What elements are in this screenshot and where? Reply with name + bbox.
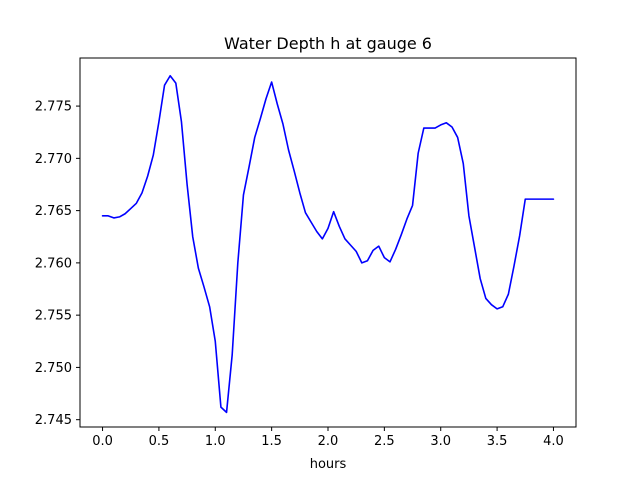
y-tick-label: 2.775 xyxy=(35,100,72,115)
y-axis-ticks: 2.745 2.750 2.755 2.760 2.765 2.770 2.775 xyxy=(35,100,80,428)
x-tick-label: 0.5 xyxy=(149,434,170,449)
y-tick-label: 2.760 xyxy=(35,256,72,271)
x-tick-label: 4.0 xyxy=(543,434,564,449)
y-tick-label: 2.770 xyxy=(35,152,72,167)
y-tick-label: 2.755 xyxy=(35,309,72,324)
x-tick-label: 2.0 xyxy=(318,434,339,449)
x-tick-label: 3.0 xyxy=(430,434,451,449)
y-tick-label: 2.765 xyxy=(35,204,72,219)
series-line-1 xyxy=(101,74,555,414)
y-tick-label: 2.750 xyxy=(35,361,72,376)
chart-title: Water Depth h at gauge 6 xyxy=(224,34,432,53)
y-tick-label: 2.745 xyxy=(35,413,72,428)
x-tick-label: 0.0 xyxy=(92,434,113,449)
x-tick-label: 3.5 xyxy=(487,434,508,449)
x-axis-label: hours xyxy=(310,457,347,472)
x-tick-label: 2.5 xyxy=(374,434,395,449)
x-axis-ticks: 0.0 0.5 1.0 1.5 2.0 2.5 3.0 3.5 4.0 xyxy=(92,427,564,449)
x-tick-label: 1.5 xyxy=(261,434,282,449)
x-tick-label: 1.0 xyxy=(205,434,226,449)
